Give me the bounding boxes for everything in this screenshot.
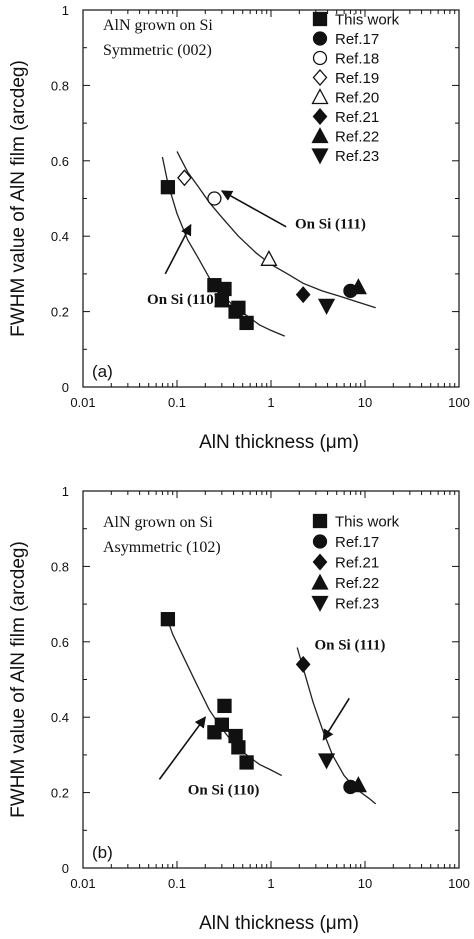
legend-marker (311, 573, 329, 590)
inset-title-line: Asymmetric (102) (103, 539, 221, 556)
annotation-arrow (220, 190, 287, 228)
legend-marker (312, 31, 328, 46)
y-tick-label: 0.8 (51, 78, 69, 93)
legend-label: Ref.17 (335, 31, 379, 48)
panel-label: (a) (92, 362, 113, 381)
x-tick-label: 1 (267, 395, 274, 410)
panel-b: 0.01 0.1 1 10 100 0 0.2 0.4 0.6 0.8 1 AlN thickness… (8, 484, 470, 934)
y-tick-label: 0.6 (51, 154, 69, 169)
data-point (349, 776, 367, 793)
annotation-arrow (322, 697, 350, 741)
legend-marker (312, 513, 328, 529)
legend-label: Ref.23 (335, 596, 379, 613)
data-point (160, 180, 176, 195)
data-point (231, 740, 246, 755)
legend-label: Ref.21 (335, 555, 379, 572)
legend-label: Ref.19 (335, 70, 379, 87)
x-tick-label: 1 (267, 876, 274, 891)
legend-label: Ref.23 (335, 148, 379, 165)
fit-curve (176, 151, 376, 309)
data-point (177, 169, 192, 187)
x-tick-label: 0.01 (70, 876, 95, 891)
data-point (317, 298, 336, 315)
y-tick-label: 0 (62, 861, 69, 876)
x-axis-title: AlN thickness (μm) (199, 432, 359, 453)
data-point (317, 753, 336, 770)
x-tick-label: 100 (448, 876, 470, 891)
annotation-label: On Si (111) (314, 637, 385, 653)
annotation-label: On Si (110) (147, 292, 219, 308)
data-point (214, 717, 229, 732)
x-axis-title: AlN thickness (μm) (199, 913, 359, 934)
annotation-arrow (164, 223, 192, 275)
x-tick-label: 10 (358, 876, 372, 891)
data-point (260, 249, 278, 266)
fit-curve (161, 156, 285, 337)
data-point (349, 278, 367, 295)
legend-marker (312, 108, 328, 125)
data-point (295, 655, 311, 673)
x-tick-label: 0.01 (70, 395, 95, 410)
y-tick-label: 0.2 (51, 786, 69, 801)
y-tick-label: 0.4 (51, 229, 69, 244)
y-axis-title: FWHM value of AlN film (arcdeg) (8, 60, 29, 337)
y-tick-label: 0.8 (51, 559, 69, 574)
legend-label: This work (335, 514, 400, 531)
y-tick-label: 1 (62, 3, 69, 18)
data-point (217, 281, 232, 297)
data-point (207, 191, 222, 206)
fit-curve (296, 647, 377, 805)
panel-label: (b) (92, 843, 113, 862)
annotation-label: On Si (111) (295, 217, 366, 233)
legend-marker (312, 11, 328, 27)
y-tick-label: 0 (62, 380, 69, 395)
legend-label: Ref.22 (335, 129, 379, 146)
data-point (231, 300, 246, 315)
y-tick-label: 0.4 (51, 710, 69, 725)
data-point (295, 286, 311, 304)
legend-marker (311, 595, 329, 612)
panel-a: 0.01 0.1 1 10 100 0 0.2 0.4 0.6 0.8 1 AlN thickness… (8, 3, 470, 453)
legend-label: Ref.21 (335, 109, 379, 126)
inset-title-line: AlN grown on Si (103, 17, 213, 34)
legend-marker (311, 127, 329, 144)
x-tick-label: 0.1 (168, 876, 186, 891)
legend-label: This work (335, 12, 400, 29)
inset-title-line: AlN grown on Si (103, 514, 213, 531)
inset-title-line: Symmetric (002) (103, 42, 212, 59)
annotation-arrow (158, 716, 206, 780)
legend-marker (312, 69, 328, 86)
legend-label: Ref.20 (335, 90, 379, 107)
y-tick-label: 0.6 (51, 635, 69, 650)
legend-label: Ref.18 (335, 51, 379, 68)
legend-marker (312, 534, 328, 549)
y-tick-label: 0.2 (51, 305, 69, 320)
legend-marker (312, 553, 328, 571)
fit-curve (164, 613, 283, 777)
legend-marker (311, 88, 329, 105)
x-tick-label: 0.1 (168, 395, 186, 410)
data-point (160, 612, 176, 627)
annotation-label: On Si (110) (188, 782, 260, 798)
x-tick-label: 100 (448, 395, 470, 410)
legend-label: Ref.17 (335, 534, 379, 551)
data-point (239, 315, 254, 331)
data-point (239, 755, 254, 770)
legend-label: Ref.22 (335, 575, 379, 592)
legend-marker (312, 50, 328, 66)
data-point (217, 698, 232, 714)
y-tick-label: 1 (62, 484, 69, 499)
x-tick-label: 10 (358, 395, 372, 410)
y-axis-title: FWHM value of AlN film (arcdeg) (8, 541, 29, 818)
legend-marker (311, 148, 329, 165)
